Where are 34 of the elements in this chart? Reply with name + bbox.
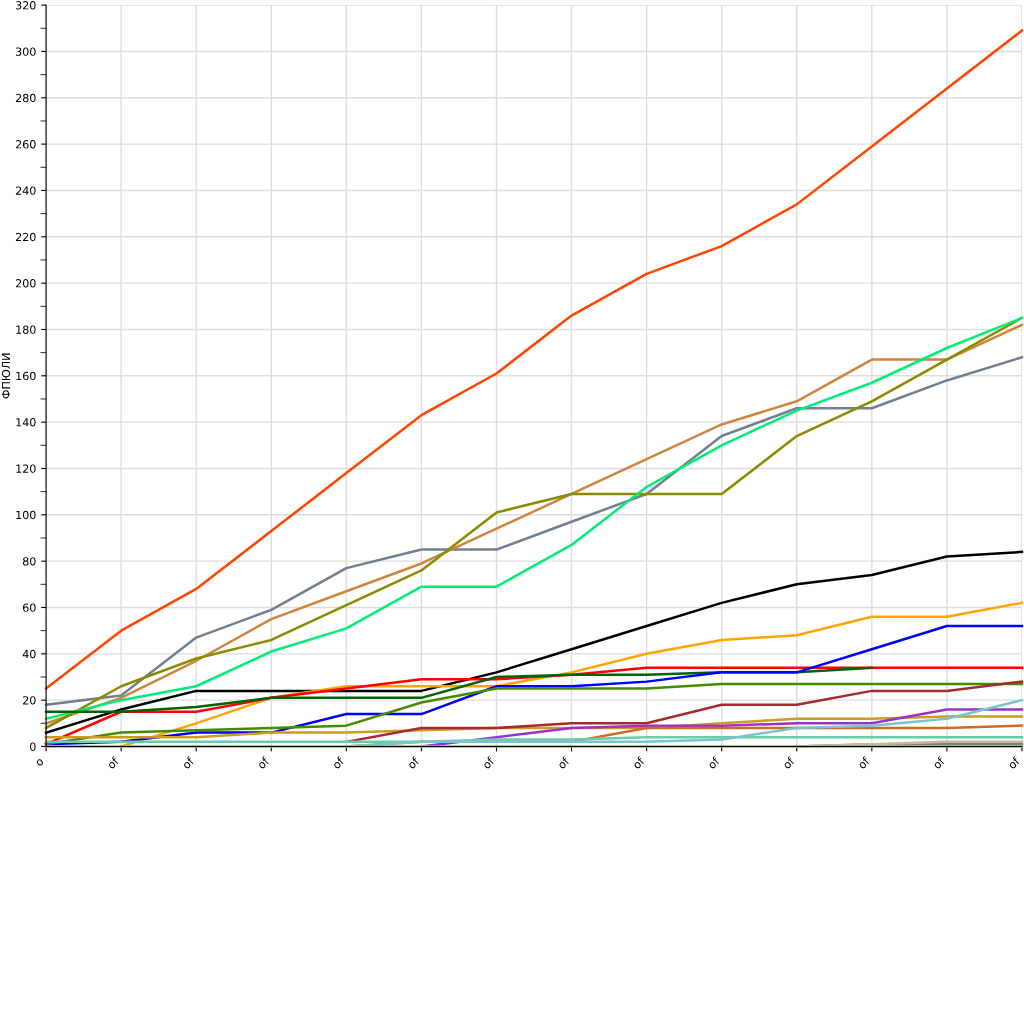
y-tick-label: 260 [15, 140, 36, 149]
x-tick-label: of [706, 756, 721, 770]
x-tick-label: o [35, 758, 45, 767]
x-tick-label: of [406, 756, 421, 770]
x-tick-label: of [857, 756, 871, 770]
y-tick-label: 0 [30, 742, 36, 751]
y-tick-label: 280 [15, 93, 36, 103]
line-series [345, 680, 1024, 744]
y-tick-label: 220 [15, 232, 36, 242]
y-tick-label: 240 [15, 186, 36, 195]
x-tick-label: of [1007, 756, 1021, 770]
y-tick-label: 140 [16, 418, 36, 427]
y-tick-label: 160 [16, 371, 36, 381]
x-tick-label: of [256, 756, 270, 770]
x-tick-label: of [106, 756, 120, 770]
line-series [44, 29, 1024, 690]
y-tick-label: 40 [22, 649, 36, 659]
y-tick-label: 60 [22, 603, 36, 612]
y-tick-label: 180 [16, 325, 36, 334]
x-tick-label: of [631, 756, 646, 770]
y-tick-label: 120 [16, 464, 36, 473]
x-tick-label: of [556, 756, 571, 770]
y-tick-label: 300 [16, 47, 36, 56]
x-tick-label: of [181, 756, 195, 770]
x-tick-label: of [932, 756, 946, 770]
y-axis-title: ФПЮЛИ [1, 353, 11, 399]
x-tick-label: of [481, 756, 496, 770]
y-tick-label: 20 [23, 696, 36, 705]
y-tick-label: 100 [16, 510, 36, 520]
x-tick-label: of [782, 756, 796, 770]
y-tick-label: 200 [15, 279, 36, 288]
x-tick-label: of [331, 756, 345, 770]
y-tick-label: 320 [16, 1, 36, 10]
y-tick-label: 80 [22, 557, 36, 566]
